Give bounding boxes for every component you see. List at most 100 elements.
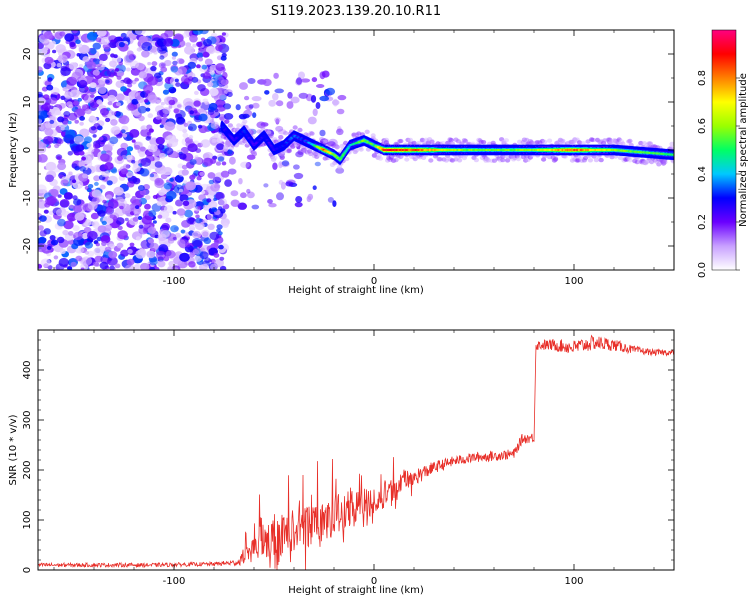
noise-blob bbox=[196, 175, 202, 181]
noise-blob bbox=[84, 86, 89, 91]
noise-blob bbox=[202, 231, 209, 237]
noise-blob bbox=[164, 121, 176, 131]
noise-blob bbox=[92, 261, 99, 267]
noise-blob bbox=[218, 93, 227, 100]
noise-blob bbox=[168, 99, 176, 106]
noise-blob bbox=[116, 75, 122, 80]
noise-blob bbox=[213, 242, 219, 247]
noise-blob bbox=[120, 86, 127, 92]
noise-blob bbox=[129, 242, 135, 247]
noise-blob bbox=[126, 154, 133, 161]
noise-blob bbox=[134, 144, 141, 150]
noise-blob bbox=[115, 80, 125, 88]
noise-blob bbox=[160, 101, 165, 106]
noise-blob bbox=[83, 136, 93, 144]
noise-blob bbox=[48, 210, 54, 215]
noise-blob bbox=[84, 250, 90, 255]
snr-x-axis-label: Height of straight line (km) bbox=[288, 585, 424, 596]
y-tick-label: 0 bbox=[22, 147, 33, 153]
noise-blob bbox=[96, 30, 107, 37]
noise-blob bbox=[162, 107, 171, 115]
noise-blob bbox=[157, 144, 165, 150]
colorbar-tick-label: 0.0 bbox=[697, 262, 708, 278]
noise-blob bbox=[149, 173, 155, 178]
noise-blob bbox=[311, 77, 318, 83]
noise-blob bbox=[127, 249, 133, 254]
noise-blob bbox=[101, 170, 110, 178]
noise-blob bbox=[123, 96, 130, 101]
noise-blob bbox=[155, 136, 165, 145]
noise-blob bbox=[222, 71, 228, 79]
noise-blob bbox=[44, 202, 51, 208]
noise-blob bbox=[202, 72, 211, 79]
noise-blob bbox=[59, 31, 66, 37]
noise-blob bbox=[149, 242, 159, 251]
noise-blob bbox=[107, 101, 113, 106]
noise-blob bbox=[49, 119, 55, 124]
noise-blob bbox=[55, 44, 66, 53]
noise-blob bbox=[68, 231, 74, 236]
noise-blob bbox=[38, 198, 43, 202]
noise-blob bbox=[99, 53, 108, 62]
noise-blob bbox=[192, 249, 199, 255]
noise-blob bbox=[210, 80, 219, 88]
noise-blob bbox=[310, 95, 317, 103]
noise-blob bbox=[94, 181, 99, 186]
noise-blob bbox=[209, 70, 215, 75]
noise-blob bbox=[195, 217, 203, 224]
noise-blob bbox=[179, 153, 187, 160]
noise-blob bbox=[143, 84, 154, 94]
noise-blob bbox=[160, 45, 167, 51]
noise-blob bbox=[67, 120, 72, 125]
noise-blob bbox=[67, 112, 78, 121]
noise-blob bbox=[74, 119, 79, 124]
noise-blob bbox=[114, 68, 120, 72]
noise-blob bbox=[93, 175, 101, 182]
noise-blob bbox=[251, 204, 260, 210]
noise-blob bbox=[92, 134, 97, 138]
noise-blob bbox=[79, 166, 86, 172]
noise-blob bbox=[137, 216, 143, 220]
noise-blob bbox=[186, 216, 195, 224]
noise-blob bbox=[88, 116, 98, 124]
noise-blob bbox=[126, 258, 135, 266]
noise-blob bbox=[97, 225, 107, 233]
noise-blob bbox=[137, 105, 147, 114]
noise-blob bbox=[57, 236, 65, 244]
noise-blob bbox=[81, 232, 89, 240]
noise-blob bbox=[179, 194, 189, 202]
noise-blob bbox=[141, 50, 150, 58]
noise-blob bbox=[109, 60, 117, 68]
noise-blob bbox=[90, 94, 95, 98]
noise-blob bbox=[148, 128, 154, 133]
noise-blob bbox=[159, 55, 165, 60]
ridge-halo bbox=[656, 162, 662, 167]
noise-blob bbox=[148, 210, 157, 217]
noise-blob bbox=[110, 53, 115, 58]
noise-blob bbox=[46, 195, 58, 205]
noise-blob bbox=[147, 113, 154, 119]
noise-blob bbox=[210, 183, 220, 192]
noise-blob bbox=[273, 72, 279, 79]
noise-blob bbox=[105, 117, 111, 123]
noise-blob bbox=[131, 139, 136, 143]
noise-blob bbox=[237, 202, 247, 210]
noise-blob bbox=[240, 161, 250, 168]
noise-blob bbox=[189, 35, 198, 43]
noise-blob bbox=[218, 244, 224, 250]
noise-blob bbox=[157, 214, 163, 219]
noise-blob bbox=[47, 111, 52, 116]
noise-blob bbox=[140, 262, 150, 270]
ridge-halo bbox=[319, 137, 325, 142]
noise-blob bbox=[110, 119, 118, 126]
noise-blob bbox=[64, 33, 75, 42]
ridge-halo bbox=[364, 129, 370, 134]
noise-blob bbox=[178, 58, 185, 64]
ridge-halo bbox=[251, 150, 257, 156]
ridge-halo bbox=[416, 140, 422, 146]
noise-blob bbox=[173, 267, 179, 270]
noise-blob bbox=[327, 197, 334, 203]
noise-blob bbox=[174, 78, 179, 83]
noise-blob bbox=[106, 68, 117, 77]
